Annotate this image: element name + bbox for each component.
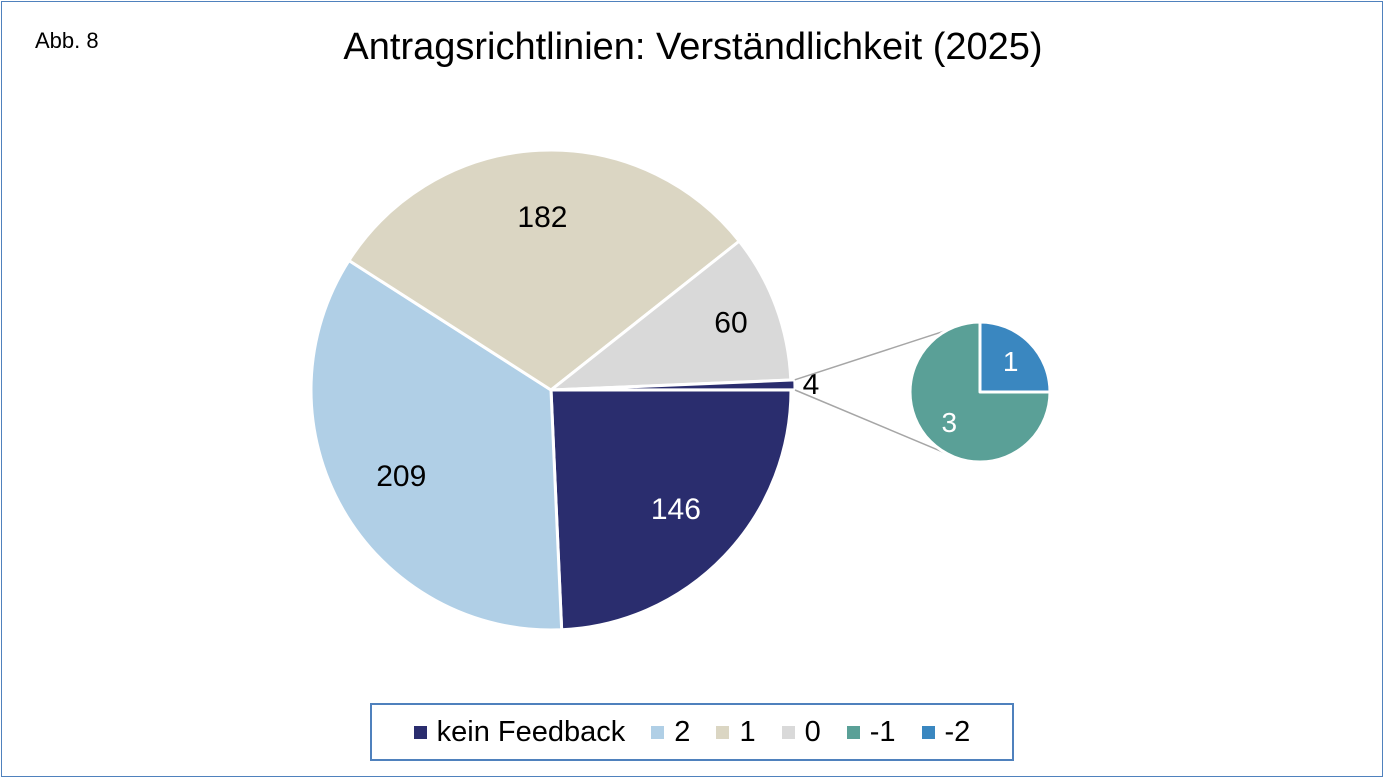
legend-label-2: -2	[944, 715, 971, 748]
pie-slice-1	[347, 148, 741, 392]
connector-line-bottom	[794, 389, 948, 455]
legend-label-kein-feedback: kein Feedback	[436, 715, 626, 748]
data-label-1: 182	[517, 201, 567, 234]
legend-swatch-0	[781, 725, 795, 739]
legend-swatch-2	[921, 725, 935, 739]
legend-swatch-kein-feedback	[413, 725, 427, 739]
figure-label: Abb. 8	[35, 28, 99, 53]
sub-pie-slice-2	[978, 320, 1052, 394]
legend-item-1: 1	[716, 715, 756, 749]
legend-swatch-1	[846, 725, 860, 739]
sub-pie-slice-1	[908, 320, 1052, 464]
legend-label-1: 1	[739, 715, 756, 748]
data-label-2: 209	[376, 460, 426, 493]
legend-label-1: -1	[869, 715, 896, 748]
legend-label-2: 2	[674, 715, 691, 748]
pie-slice-kein-feedback	[549, 388, 793, 632]
pie-slice-0	[549, 239, 793, 392]
legend-item-1: -1	[846, 715, 896, 749]
legend-label-0: 0	[804, 715, 821, 748]
legend-item-2: 2	[651, 716, 690, 749]
connector-line-top	[794, 329, 948, 381]
sub-data-label-2: 1	[1003, 346, 1019, 377]
pie-slice-2	[309, 259, 564, 632]
pie-slice-1-2	[553, 378, 797, 392]
data-label-0: 60	[714, 307, 747, 340]
legend-item-2: -2	[921, 715, 971, 749]
sub-data-label-1: 3	[942, 407, 958, 438]
data-label-kein-feedback: 146	[651, 493, 701, 526]
chart-legend: kein Feedback 2 1 0 -1 -2	[370, 703, 1014, 761]
legend-swatch-1	[716, 725, 730, 739]
chart-title: Antragsrichtlinien: Verständlichkeit (20…	[343, 26, 1043, 68]
legend-item-0: 0	[781, 715, 821, 749]
legend-item-kein-feedback: kein Feedback	[413, 715, 626, 749]
legend-swatch-2	[651, 725, 665, 739]
